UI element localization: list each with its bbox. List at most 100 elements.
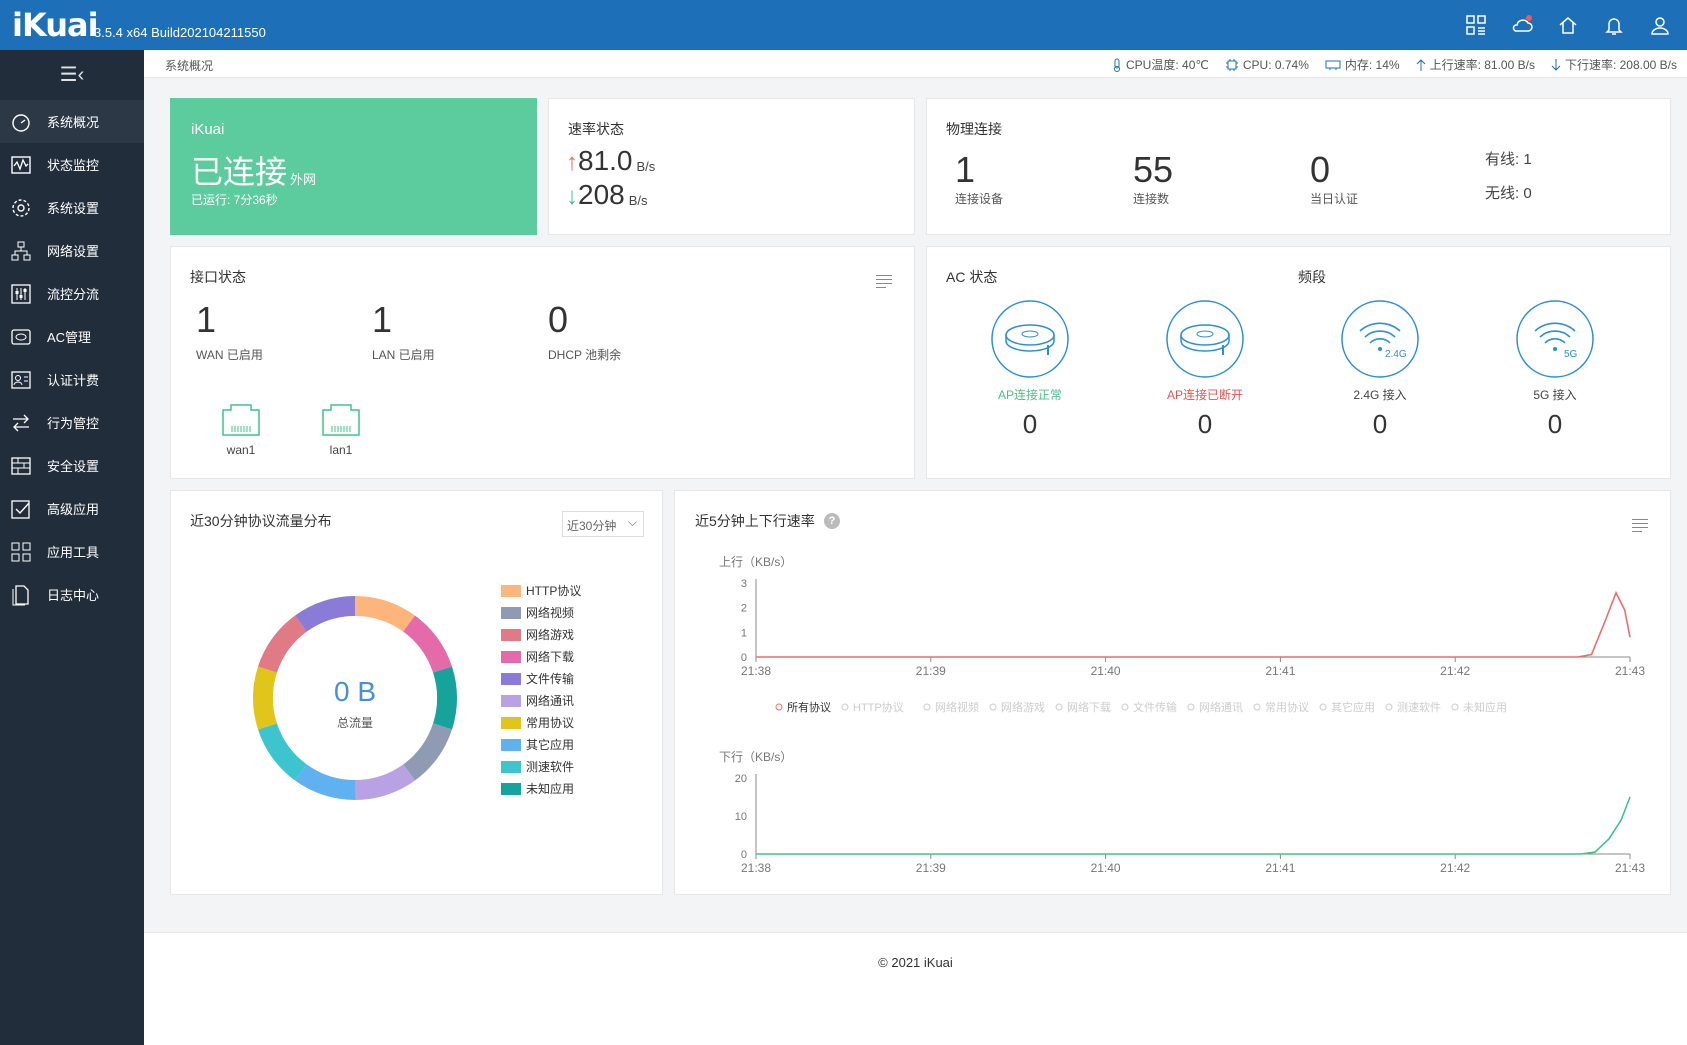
interface-status-card: 接口状态 1 WAN 已启用 1 LAN 已启用 0 DHCP 池剩余 wan1… <box>170 246 915 479</box>
cpu-temp-stat: CPU温度: 40℃ <box>1112 56 1209 73</box>
cpu-stat: CPU: 0.74% <box>1225 56 1309 73</box>
protocol-title: 近30分钟协议流量分布 <box>190 513 332 529</box>
cloud-icon[interactable] <box>1511 14 1533 36</box>
arrow-down-icon <box>1551 58 1561 71</box>
apps-grid-icon[interactable] <box>1465 14 1487 36</box>
legend-item-5[interactable]: 网络通讯 <box>501 692 574 709</box>
sidebar-item-8[interactable]: 安全设置 <box>0 444 144 487</box>
wired-count: 有线: 1 <box>1485 151 1532 168</box>
sidebar-item-1[interactable]: 状态监控 <box>0 143 144 186</box>
donut-slice-8[interactable] <box>257 723 307 781</box>
sidebar-item-3[interactable]: 网络设置 <box>0 229 144 272</box>
sidebar-item-5[interactable]: AC管理 <box>0 315 144 358</box>
legend-label: 网络通讯 <box>526 694 575 708</box>
legend-item-2[interactable]: 网络游戏 <box>501 626 574 643</box>
y-tick-label: 3 <box>741 578 747 590</box>
legend-label: 测速软件 <box>526 760 575 774</box>
chart-legend-item-3[interactable]: 网络游戏 <box>989 700 1045 714</box>
rate-chart-card: 近5分钟上下行速率 ? 上行（KB/s） 0 1 2 3 21:38 21:39 21:40 2… <box>674 490 1671 895</box>
legend-item-0[interactable]: HTTP协议 <box>501 582 581 599</box>
ac-item-3[interactable]: 5G 5G 接入 0 <box>1514 299 1596 440</box>
rate-status-card: 速率状态 ↑ 81.0 B/s ↓ 208 B/s <box>548 98 915 235</box>
devices-label: 连接设备 <box>955 192 1004 206</box>
x-tick-label: 21:39 <box>916 664 946 678</box>
chart-legend-item-1[interactable]: HTTP协议 <box>841 700 904 714</box>
x-tick-label: 21:40 <box>1091 664 1121 678</box>
legend-swatch <box>501 782 521 795</box>
legend-item-1[interactable]: 网络视频 <box>501 604 574 621</box>
connection-type: 外网 <box>290 172 317 187</box>
donut-slice-6[interactable] <box>253 666 278 730</box>
sidebar-item-label: AC管理 <box>47 330 92 345</box>
arrows-icon <box>10 412 32 434</box>
donut-slice-7[interactable] <box>295 764 355 800</box>
sidebar-item-7[interactable]: 行为管控 <box>0 401 144 444</box>
chart-legend-item-0[interactable]: 所有协议 <box>775 700 831 714</box>
bell-icon[interactable] <box>1603 14 1625 36</box>
legend-item-4[interactable]: 文件传输 <box>501 670 574 687</box>
chart-legend-item-9[interactable]: 测速软件 <box>1385 700 1441 714</box>
x-tick-label: 21:42 <box>1440 861 1470 875</box>
chart-legend-label: 文件传输 <box>1133 700 1177 714</box>
legend-label: 网络游戏 <box>526 628 575 642</box>
port-lan1[interactable]: lan1 <box>319 402 363 457</box>
user-icon[interactable] <box>1649 14 1671 36</box>
help-icon[interactable]: ? <box>824 513 840 529</box>
donut-slice-4[interactable] <box>295 596 355 632</box>
chart-legend-item-5[interactable]: 文件传输 <box>1121 700 1177 714</box>
sidebar-item-2[interactable]: 系统设置 <box>0 186 144 229</box>
ac-item-1[interactable]: AP连接已断开 0 <box>1164 299 1246 440</box>
sidebar-item-11[interactable]: 日志中心 <box>0 573 144 616</box>
sidebar-item-10[interactable]: 应用工具 <box>0 530 144 573</box>
ac-item-2[interactable]: 2.4G 2.4G 接入 0 <box>1339 299 1421 440</box>
legend-label: 常用协议 <box>526 716 575 730</box>
band-badge: 2.4G <box>1385 349 1407 360</box>
legend-dot <box>1385 703 1393 711</box>
menu-toggle-icon[interactable]: ☰‹ <box>59 64 85 86</box>
chart-legend-item-7[interactable]: 常用协议 <box>1253 700 1309 714</box>
firewall-icon <box>10 455 32 477</box>
x-tick-label: 21:41 <box>1265 861 1295 875</box>
breadcrumb: 系统概况 <box>165 59 214 73</box>
donut-slice-5[interactable] <box>355 764 415 800</box>
chart-legend-item-10[interactable]: 未知应用 <box>1451 700 1507 714</box>
legend-swatch <box>501 628 521 641</box>
port-wan1[interactable]: wan1 <box>219 402 263 457</box>
donut-slice-3[interactable] <box>403 615 453 673</box>
sidebar-item-6[interactable]: 认证计费 <box>0 358 144 401</box>
donut-slice-2[interactable] <box>257 615 307 673</box>
sidebar-item-label: 流控分流 <box>47 287 100 302</box>
legend-item-7[interactable]: 其它应用 <box>501 736 574 753</box>
legend-label: 其它应用 <box>526 738 575 752</box>
x-tick-label: 21:38 <box>741 664 771 678</box>
rate-up-unit: B/s <box>636 159 656 174</box>
chart-legend-item-8[interactable]: 其它应用 <box>1319 700 1375 714</box>
sidebar-item-9[interactable]: 高级应用 <box>0 487 144 530</box>
chart-legend-item-6[interactable]: 网络通讯 <box>1187 700 1243 714</box>
sidebar-item-label: 系统设置 <box>47 201 100 216</box>
legend-item-6[interactable]: 常用协议 <box>501 714 574 731</box>
donut-slice-0[interactable] <box>355 596 415 632</box>
interface-menu-icon[interactable] <box>876 275 892 288</box>
home-icon[interactable] <box>1557 14 1579 36</box>
chart-legend-item-2[interactable]: 网络视频 <box>923 700 979 714</box>
legend-item-9[interactable]: 未知应用 <box>501 780 574 797</box>
legend-dot <box>1055 703 1063 711</box>
legend-item-8[interactable]: 测速软件 <box>501 758 574 775</box>
x-tick-label: 21:40 <box>1091 861 1121 875</box>
plot-0: 上行（KB/s） 0 1 2 3 21:38 21:39 21:40 21:41 21:42 21:… <box>719 555 1645 678</box>
donut-slice-9[interactable] <box>432 666 457 730</box>
legend-item-3[interactable]: 网络下载 <box>501 648 574 665</box>
chart-legend-item-4[interactable]: 网络下载 <box>1055 700 1111 714</box>
y-tick-label: 0 <box>741 849 747 861</box>
donut-slice-1[interactable] <box>403 723 453 781</box>
sidebar-item-0[interactable]: 系统概况 <box>0 100 144 143</box>
time-range-select[interactable]: 近30分钟 ⌵ <box>562 511 644 537</box>
dashboard-icon <box>10 111 32 133</box>
y-tick-label: 20 <box>735 773 747 785</box>
sidebar-item-4[interactable]: 流控分流 <box>0 272 144 315</box>
ac-item-0[interactable]: AP连接正常 0 <box>989 299 1071 440</box>
sidebar-item-label: 系统概况 <box>47 115 100 130</box>
x-tick-label: 21:41 <box>1265 664 1295 678</box>
chart-menu-icon[interactable] <box>1632 519 1648 532</box>
